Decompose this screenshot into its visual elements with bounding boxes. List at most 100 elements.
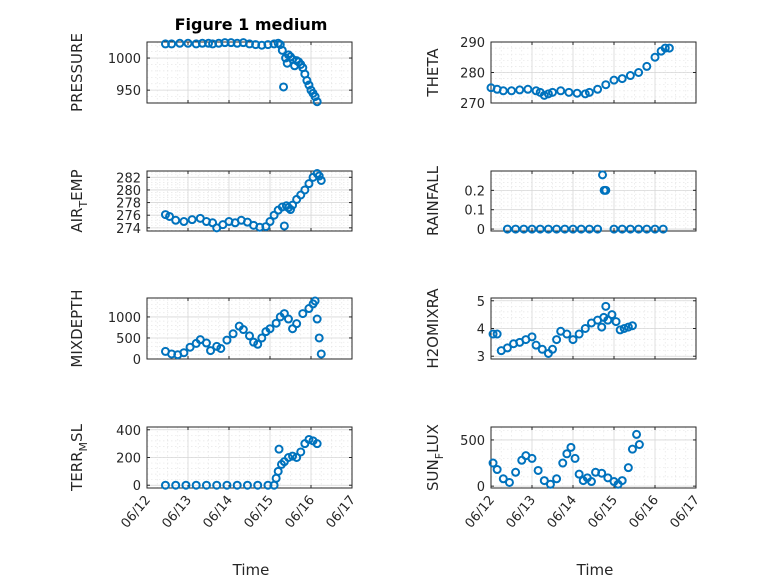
data-point — [634, 224, 644, 234]
data-point — [201, 338, 211, 348]
data-point — [597, 322, 607, 332]
data-point — [537, 344, 547, 354]
data-point — [556, 86, 566, 96]
data-point — [568, 224, 578, 234]
data-point — [527, 332, 537, 342]
data-point — [535, 224, 545, 234]
y-tick-label: 280 — [116, 184, 141, 199]
data-point — [314, 333, 324, 343]
x-axis-label-left: Time — [232, 561, 270, 579]
data-point — [611, 317, 621, 327]
data-point — [312, 314, 322, 324]
data-point — [312, 97, 322, 107]
data-point — [584, 87, 594, 97]
data-point — [222, 480, 232, 490]
y-axis-label-terr_msl: TERRMSL — [68, 423, 90, 492]
plot-area-mixdepth — [147, 298, 352, 359]
data-point — [187, 215, 197, 225]
subplot-pressure: 950 1000 PRESSURE — [68, 33, 353, 112]
y-tick-label: 500 — [116, 332, 141, 347]
data-point — [545, 479, 555, 489]
data-point — [292, 453, 302, 462]
plot-area-pressure — [147, 42, 352, 103]
data-point — [271, 318, 281, 328]
data-point — [519, 224, 529, 234]
data-point — [228, 329, 238, 339]
data-point — [310, 92, 320, 102]
data-point — [283, 453, 293, 462]
y-tick-label: 270 — [460, 97, 485, 112]
y-tick-label: 0 — [133, 479, 141, 494]
data-point — [511, 467, 521, 477]
data-point — [598, 170, 608, 180]
y-tick-label: 1000 — [108, 52, 141, 67]
data-point — [586, 477, 596, 487]
y-tick-label: 278 — [116, 197, 141, 212]
y-axis-label-sun_flux: SUNFLUX — [424, 424, 446, 491]
data-point — [204, 38, 213, 48]
data-point — [304, 80, 314, 90]
data-point — [191, 480, 201, 490]
subplot-mixdepth: 0 500 1000 MIXDEPTH — [68, 289, 353, 368]
data-point — [253, 480, 263, 490]
data-point — [584, 224, 594, 234]
data-point — [304, 179, 314, 189]
data-point — [279, 82, 289, 92]
data-point — [560, 224, 570, 234]
data-point — [664, 43, 674, 53]
data-point — [273, 466, 283, 476]
y-tick-label: 290 — [460, 36, 485, 51]
data-point — [609, 75, 619, 85]
y-tick-label: 200 — [116, 452, 141, 467]
data-point — [527, 453, 537, 463]
data-point — [552, 335, 562, 345]
data-point — [572, 88, 582, 98]
data-point — [593, 224, 603, 234]
x-axis-label-right: Time — [576, 561, 614, 579]
data-point — [312, 439, 322, 449]
y-tick-label: 5 — [477, 295, 485, 310]
data-point — [543, 89, 553, 99]
y-tick-label: 950 — [116, 84, 141, 99]
y-axis-label-pressure: PRESSURE — [68, 33, 86, 112]
data-point — [502, 343, 512, 353]
data-point — [232, 480, 242, 490]
data-point — [623, 322, 633, 332]
data-point — [609, 224, 619, 234]
data-point — [279, 309, 289, 319]
y-tick-label: 274 — [116, 222, 141, 237]
axes-box-rainfall — [490, 170, 697, 232]
data-point — [279, 221, 289, 231]
data-point — [642, 224, 652, 234]
data-point — [642, 61, 652, 71]
plot-area-rainfall — [491, 171, 696, 231]
y-tick-label: 0.2 — [464, 184, 485, 199]
data-point — [564, 87, 574, 97]
data-point — [160, 480, 170, 490]
y-axis-label-theta: THETA — [424, 48, 442, 98]
data-point — [660, 43, 670, 53]
data-point — [507, 86, 516, 96]
data-point — [316, 349, 326, 359]
data-point — [576, 224, 586, 234]
data-point — [242, 480, 252, 490]
y-axis-label-air_temp: AIRTEMP — [68, 169, 90, 232]
data-point — [183, 38, 193, 48]
data-point — [607, 310, 617, 320]
data-point — [304, 434, 314, 444]
data-point — [601, 80, 611, 90]
data-point — [274, 444, 284, 454]
y-axis-label-mixdepth: MIXDEPTH — [68, 289, 86, 367]
data-point — [504, 477, 514, 487]
data-point — [552, 474, 562, 484]
y-tick-label: 0 — [477, 223, 485, 238]
data-point — [627, 444, 637, 454]
data-point — [566, 442, 576, 452]
data-point — [597, 468, 607, 478]
y-tick-label: 280 — [460, 67, 485, 82]
subplot-rainfall: 0 0.1 0.2 RAINFALL — [424, 165, 697, 238]
data-point — [552, 224, 562, 234]
data-point — [171, 215, 181, 225]
y-tick-label: 1000 — [108, 311, 141, 326]
